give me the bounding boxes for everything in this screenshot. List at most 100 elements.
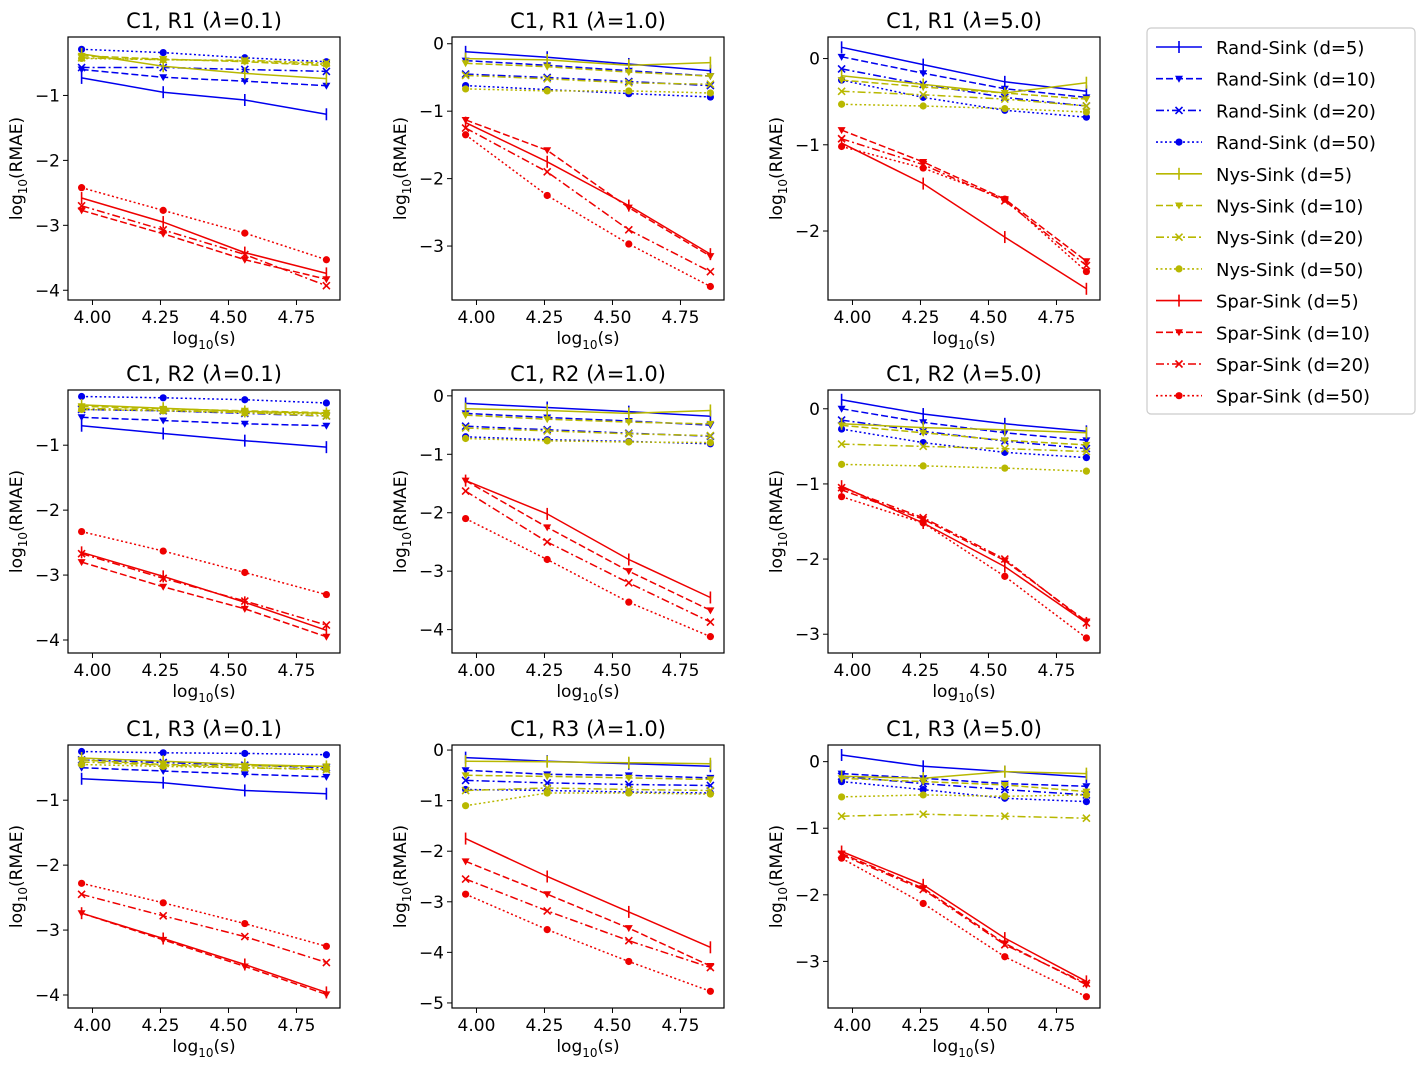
title-text: C1, R2 ( [510,362,594,386]
y-tick-label: −3 [35,566,60,586]
data-point [838,793,846,801]
data-point [625,598,633,606]
series-line [81,205,327,287]
data-point [1000,557,1009,565]
series-line [841,68,1087,107]
x-label-sub: 10 [198,338,213,352]
title-text: =0.1) [223,9,282,33]
x-tick-label: 4.50 [970,1016,1008,1036]
x-tick-label: 4.25 [142,308,180,328]
series-line [841,145,1087,273]
x-tick-label: 4.50 [970,661,1008,681]
data-point [322,991,331,999]
legend-label: Rand-Sink (d=5) [1216,38,1364,59]
data-point [837,775,846,783]
x-label-sub: 10 [582,1046,597,1060]
data-point [624,77,633,86]
series-line [841,408,1087,442]
data-point [706,267,715,276]
y-tick-label: −4 [419,621,444,641]
series-line [81,561,327,638]
series-line [465,88,711,94]
data-point [543,191,551,200]
data-point [78,405,86,414]
y-label-arg: (RMAE) [7,117,27,179]
y-label-sub: 10 [16,532,30,547]
series-line [841,777,1087,793]
title-lambda: λ [209,362,222,386]
data-point [919,442,928,451]
data-point [1082,467,1090,475]
data-point [543,426,552,435]
data-point [322,281,331,290]
data-point [1082,791,1090,799]
data-point [1082,783,1091,791]
y-axis-label: log10(RMAE) [391,470,414,573]
data-point [461,123,470,133]
x-label-arg: (s) [214,329,236,349]
series-line [841,850,1087,983]
y-label-base: log [391,547,411,573]
data-point [624,69,633,77]
series-line [841,129,1087,262]
data-point [159,899,167,907]
data-point [322,422,331,430]
series-line [465,893,711,993]
series-line [465,74,711,85]
data-point [1082,797,1090,806]
series-line [81,408,327,415]
data-point [241,568,249,577]
y-tick-label: −4 [35,631,60,651]
data-point [159,911,168,920]
data-point [462,131,470,139]
data-point [624,578,633,587]
y-tick-label: −2 [795,222,820,242]
plot-frame [451,389,725,654]
data-point [919,786,927,794]
subplot-3: C1, R1 (λ=5.0)4.00 4.25 4.50 4.75−2−10log10… [767,9,1101,352]
title-lambda: λ [209,717,222,741]
y-label-base: log [7,547,27,573]
x-axis-label: log10(s) [556,329,619,352]
data-point [706,73,715,81]
y-label-arg: (RMAE) [391,117,411,179]
series-line [841,443,1087,453]
title-lambda: λ [209,9,222,33]
data-point [706,431,715,440]
legend-item: Nys-Sink (d=10) [1156,197,1363,218]
legend-item: Spar-Sink (d=10) [1156,323,1370,344]
legend-label: Spar-Sink (d=10) [1216,323,1370,344]
x-tick-label: 4.00 [834,308,872,328]
plot-frame [827,36,1101,301]
data-point [462,802,470,810]
x-label-base: log [556,1037,582,1057]
data-point [1082,267,1090,276]
plot-frame [67,389,341,654]
data-point [1001,448,1009,456]
data-point [543,437,551,445]
data-point [462,85,470,93]
x-tick-label: 4.75 [662,1016,700,1036]
series-layer [461,397,715,641]
data-point [706,253,715,261]
data-point [543,87,551,95]
data-point [919,885,928,894]
data-point [543,63,552,71]
title-text: C1, R3 ( [510,717,594,741]
y-label-sub: 10 [776,532,790,547]
data-point [322,633,331,641]
y-tick-label: −4 [419,943,444,963]
data-point [78,184,86,192]
series-line [841,485,1087,624]
y-tick-label: 0 [433,35,444,55]
y-tick-label: −1 [795,475,820,495]
series-line [841,90,1087,107]
y-tick-label: −1 [795,136,820,156]
series-line [465,788,711,794]
y-tick-label: −4 [35,986,60,1006]
plot-frame [827,389,1101,654]
data-point [159,574,168,583]
series-line [465,517,711,638]
y-label-sub: 10 [16,179,30,194]
series-line [841,399,1087,433]
